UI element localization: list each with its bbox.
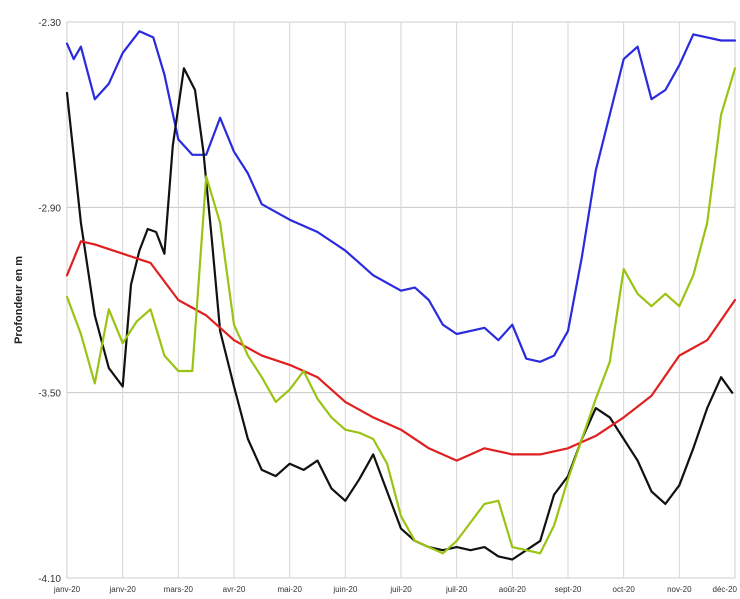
- x-tick-label: juil-20: [389, 585, 412, 594]
- y-tick-label: -4.10: [38, 574, 61, 585]
- y-tick-labels: -2.30 -2.90 -3.50 -4.10: [38, 18, 61, 585]
- x-tick-label: mai-20: [277, 585, 302, 594]
- x-tick-label: oct-20: [613, 585, 636, 594]
- x-tick-label: janv-20: [109, 585, 137, 594]
- x-tick-label: janv-20: [53, 585, 81, 594]
- y-tick-label: -2.30: [38, 18, 61, 29]
- x-tick-label: déc-20: [713, 585, 738, 594]
- x-tick-label: juil-20: [445, 585, 468, 594]
- x-tick-label: sept-20: [555, 585, 582, 594]
- series-lines: [65, 30, 737, 561]
- y-axis-title: Profondeur en m: [13, 256, 25, 344]
- series-line-3: [65, 240, 737, 462]
- series-line-1: [65, 30, 737, 363]
- series-line-4: [65, 67, 737, 555]
- y-tick-label: -2.90: [38, 203, 61, 214]
- x-tick-label: août-20: [499, 585, 527, 594]
- vertical-gridlines: [122, 22, 680, 578]
- y-tick-label: -3.50: [38, 389, 61, 400]
- x-tick-label: nov-20: [667, 585, 692, 594]
- x-tick-label: avr-20: [223, 585, 246, 594]
- x-tick-label: juin-20: [332, 585, 358, 594]
- x-tick-labels: janv-20 janv-20 mars-20 avr-20 mai-20 juin-20…: [53, 585, 738, 594]
- x-tick-label: mars-20: [164, 585, 194, 594]
